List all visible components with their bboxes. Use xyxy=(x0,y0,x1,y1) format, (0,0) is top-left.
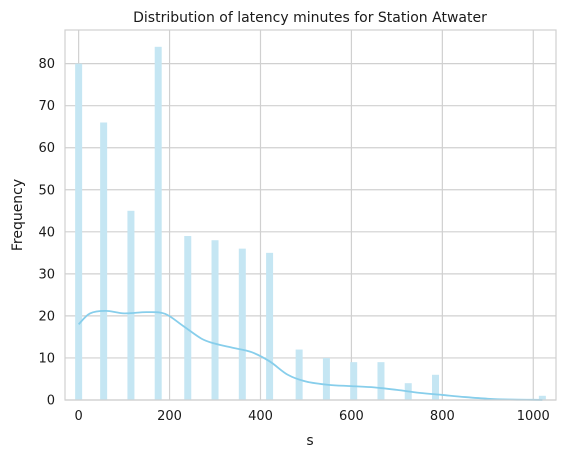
histogram-bar xyxy=(238,248,246,400)
y-tick-label: 80 xyxy=(38,57,55,72)
kde-curve xyxy=(77,309,543,401)
y-tick-label: 0 xyxy=(47,394,55,409)
histogram-bar xyxy=(100,122,108,400)
y-tick-label: 60 xyxy=(38,141,55,156)
x-axis-label: s xyxy=(306,433,313,449)
histogram-bar xyxy=(211,240,219,400)
histogram-bar xyxy=(154,46,162,401)
y-tick-label: 30 xyxy=(38,267,55,282)
histogram-bar xyxy=(75,63,83,401)
grid xyxy=(65,30,556,401)
histogram-bar xyxy=(127,210,135,400)
y-axis-label: Frequency xyxy=(10,179,26,251)
chart-title: Distribution of latency minutes for Stat… xyxy=(133,10,487,26)
plot-frame xyxy=(64,29,557,401)
histogram-bar xyxy=(350,362,358,400)
histogram-bar xyxy=(266,252,274,400)
x-tick-labels: 0 200 400 600 800 1000 xyxy=(74,409,549,424)
y-tick-labels: 0 10 20 30 40 50 60 70 80 xyxy=(38,57,55,408)
x-tick-label: 400 xyxy=(248,409,273,424)
y-tick-label: 40 xyxy=(38,225,55,240)
kde-curve-group xyxy=(77,309,543,401)
histogram-bar xyxy=(538,395,546,400)
x-tick-label: 1000 xyxy=(517,409,550,424)
x-tick-label: 0 xyxy=(74,409,82,424)
y-tick-label: 50 xyxy=(38,183,55,198)
histogram-bar xyxy=(432,374,440,400)
y-tick-label: 70 xyxy=(38,99,55,114)
histogram-bars xyxy=(75,46,546,401)
y-tick-label: 10 xyxy=(38,351,55,366)
x-tick-label: 200 xyxy=(157,409,182,424)
histogram-bar xyxy=(377,362,385,400)
y-tick-label: 20 xyxy=(38,309,55,324)
x-tick-label: 800 xyxy=(430,409,455,424)
histogram-bar xyxy=(184,236,192,400)
histogram-bar xyxy=(295,349,303,400)
x-tick-label: 600 xyxy=(339,409,364,424)
histogram-bar xyxy=(322,357,330,400)
